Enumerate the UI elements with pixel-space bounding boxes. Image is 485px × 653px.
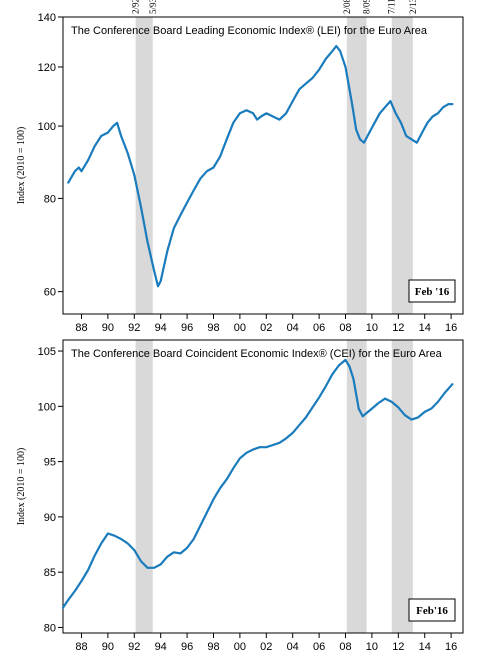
recession-band [346, 340, 367, 633]
x-tick-label: 04 [287, 322, 299, 334]
date-badge-label: Feb '16 [415, 286, 450, 298]
x-tick-label: 16 [445, 322, 457, 334]
x-tick-label: 14 [419, 322, 431, 334]
x-tick-label: 02 [260, 322, 272, 334]
y-tick-label: 60 [44, 287, 56, 299]
plot-frame [62, 16, 464, 315]
recession-date-label: 2/13 [408, 0, 418, 14]
x-tick-label: 94 [155, 322, 167, 334]
y-axis-label: Index (2010 = 100) [16, 127, 27, 205]
date-badge-label: Feb'16 [416, 605, 448, 617]
chart-title: The Conference Board Leading Economic In… [71, 25, 428, 37]
chart-title: The Conference Board Coincident Economic… [71, 348, 443, 360]
y-tick-label: 85 [44, 567, 56, 579]
x-tick-label: 08 [339, 641, 351, 653]
y-tick-label: 80 [44, 193, 56, 205]
x-tick-label: 98 [207, 641, 219, 653]
recession-date-label: 5/93 [148, 0, 158, 14]
x-tick-label: 10 [366, 641, 378, 653]
x-tick-label: 16 [445, 641, 457, 653]
lei-chart: 60 80 100 120 140 88 90 92 94 96 98 00 02 04 06 08 10 12 1… [16, 12, 464, 334]
y-tick-label: 120 [38, 62, 56, 74]
series-line [61, 358, 454, 609]
recession-band [135, 17, 153, 314]
y-tick-label: 105 [38, 346, 56, 358]
y-tick-label: 100 [38, 401, 56, 413]
recession-date-label: 7/11 [387, 0, 397, 14]
x-tick-label: 00 [234, 322, 246, 334]
recession-band [391, 340, 413, 633]
x-tick-label: 90 [102, 322, 114, 334]
y-tick-label: 100 [38, 121, 56, 133]
x-tick-label: 98 [207, 322, 219, 334]
x-tick-label: 88 [75, 322, 87, 334]
y-axis-label: Index (2010 = 100) [16, 448, 27, 526]
x-tick-label: 94 [155, 641, 167, 653]
x-tick-label: 10 [366, 322, 378, 334]
date-badge [408, 598, 456, 622]
x-tick-label: 12 [392, 641, 404, 653]
x-tick-label: 14 [419, 641, 431, 653]
y-tick-label: 90 [44, 512, 56, 524]
x-tick-label: 88 [75, 641, 87, 653]
x-tick-label: 00 [234, 641, 246, 653]
recession-date-label: 8/09 [362, 0, 372, 14]
cei-chart: 80 85 90 95 100 105 88 90 92 94 96 98 00 02 04 06 08 10 12… [16, 339, 464, 653]
date-badge [408, 279, 456, 303]
x-tick-label: 90 [102, 641, 114, 653]
y-tick-label: 80 [44, 622, 56, 634]
x-tick-label: 92 [128, 641, 140, 653]
recession-band [346, 17, 367, 314]
series-line [67, 44, 454, 288]
y-tick-label: 95 [44, 457, 56, 469]
x-tick-label: 12 [392, 322, 404, 334]
x-tick-label: 06 [313, 322, 325, 334]
x-tick-label: 92 [128, 322, 140, 334]
y-tick-label: 140 [38, 12, 56, 24]
recession-band [135, 340, 153, 633]
plot-frame [62, 339, 464, 634]
x-tick-label: 06 [313, 641, 325, 653]
recession-date-label: 2/08 [342, 0, 352, 14]
x-tick-label: 96 [181, 322, 193, 334]
recession-date-label: 2/92 [131, 0, 141, 14]
recession-band [391, 17, 413, 314]
x-tick-label: 04 [287, 641, 299, 653]
x-tick-label: 08 [339, 322, 351, 334]
x-tick-label: 96 [181, 641, 193, 653]
x-tick-label: 02 [260, 641, 272, 653]
